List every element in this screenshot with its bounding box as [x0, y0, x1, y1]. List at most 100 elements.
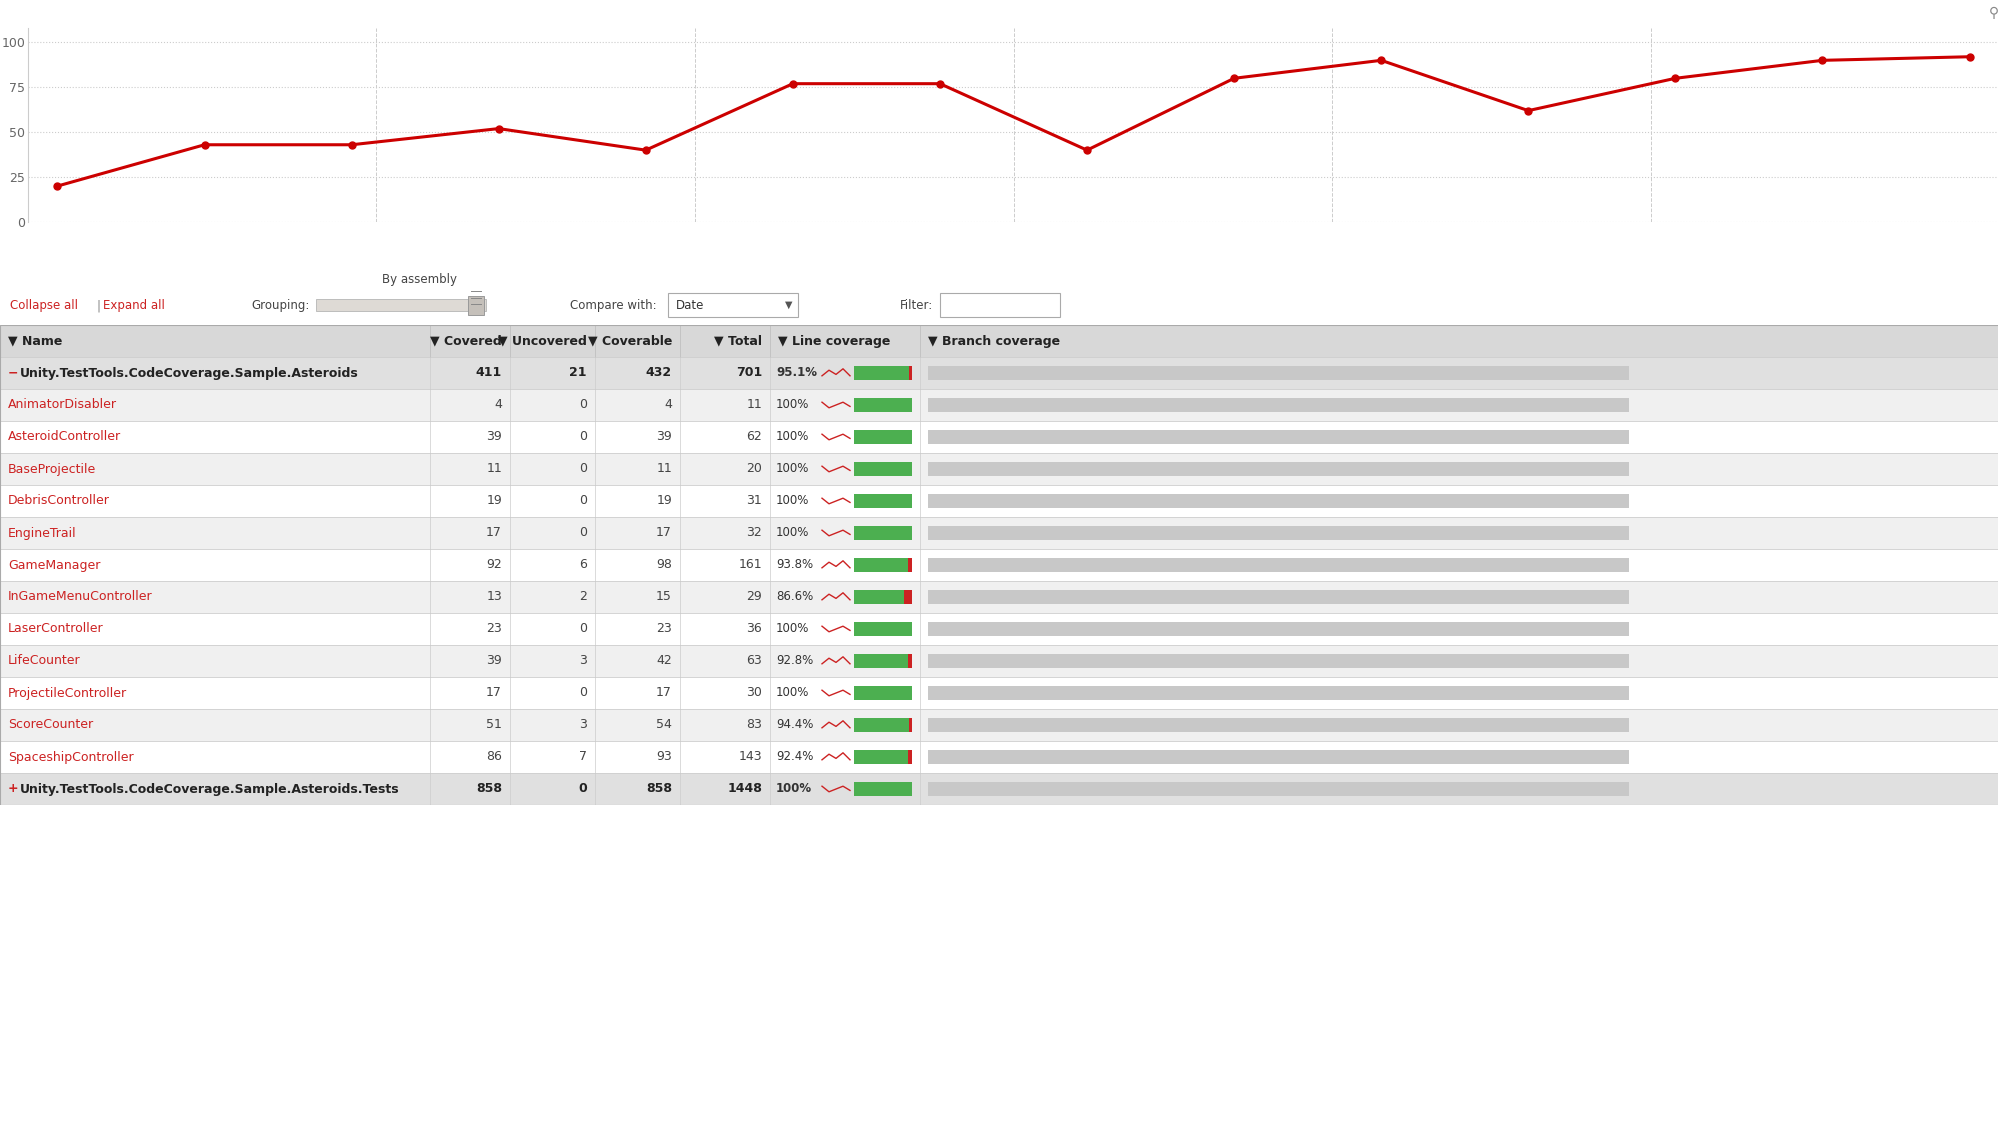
- Text: 39: 39: [655, 431, 671, 443]
- Bar: [853, 718, 909, 732]
- Bar: [927, 366, 1628, 380]
- Text: +: +: [8, 783, 18, 795]
- Text: 92.4%: 92.4%: [775, 750, 813, 764]
- Bar: [853, 526, 911, 540]
- Text: 39: 39: [486, 655, 501, 667]
- Text: 54: 54: [655, 719, 671, 731]
- Text: 20: 20: [745, 462, 761, 476]
- Text: 23: 23: [486, 622, 501, 636]
- Text: ⚲: ⚲: [1988, 7, 1998, 20]
- Bar: [909, 366, 911, 380]
- Text: 100%: 100%: [775, 495, 809, 507]
- Text: 0: 0: [579, 398, 587, 412]
- Bar: [927, 686, 1628, 700]
- Text: InGameMenuController: InGameMenuController: [8, 591, 152, 603]
- Text: Coverage History: Coverage History: [16, 4, 220, 24]
- Text: 100%: 100%: [775, 622, 809, 636]
- Text: Collapse all: Collapse all: [10, 299, 78, 313]
- Bar: [907, 654, 911, 668]
- Text: Filter:: Filter:: [899, 299, 933, 313]
- Bar: [0, 421, 1998, 453]
- Text: 19: 19: [655, 495, 671, 507]
- Text: 86.6%: 86.6%: [775, 591, 813, 603]
- Text: 100%: 100%: [775, 398, 809, 412]
- Bar: [853, 782, 911, 796]
- Text: ProjectileController: ProjectileController: [8, 686, 128, 700]
- Text: 62: 62: [745, 431, 761, 443]
- Text: 4: 4: [663, 398, 671, 412]
- Bar: [853, 494, 911, 508]
- Text: ▼ Coverable: ▼ Coverable: [587, 334, 671, 348]
- Text: Expand all: Expand all: [104, 299, 164, 313]
- Bar: [927, 782, 1628, 796]
- Text: 6: 6: [579, 558, 587, 572]
- Bar: [853, 590, 911, 604]
- Text: 21: 21: [569, 367, 587, 379]
- Text: 0: 0: [577, 783, 587, 795]
- Text: 94.4%: 94.4%: [775, 719, 813, 731]
- Text: 42: 42: [655, 655, 671, 667]
- Text: SpaceshipController: SpaceshipController: [8, 750, 134, 764]
- Text: 100%: 100%: [775, 686, 809, 700]
- Text: 93: 93: [655, 750, 671, 764]
- Text: 93.8%: 93.8%: [775, 558, 813, 572]
- Bar: [853, 782, 911, 796]
- FancyBboxPatch shape: [316, 299, 486, 312]
- FancyBboxPatch shape: [468, 296, 484, 315]
- Text: 0: 0: [579, 686, 587, 700]
- Text: 17: 17: [486, 526, 501, 540]
- Text: 11: 11: [745, 398, 761, 412]
- Bar: [927, 558, 1628, 572]
- Bar: [853, 430, 911, 444]
- Text: 51: 51: [486, 719, 501, 731]
- Text: ▼ Line coverage: ▼ Line coverage: [777, 334, 889, 348]
- Bar: [903, 590, 911, 604]
- Text: EngineTrail: EngineTrail: [8, 526, 76, 540]
- Bar: [927, 430, 1628, 444]
- Text: 2: 2: [579, 591, 587, 603]
- Bar: [0, 325, 1998, 357]
- Text: Unity.TestTools.CodeCoverage.Sample.Asteroids: Unity.TestTools.CodeCoverage.Sample.Aste…: [20, 367, 358, 379]
- Text: 83: 83: [745, 719, 761, 731]
- Bar: [927, 622, 1628, 636]
- Bar: [853, 462, 911, 476]
- Text: 100%: 100%: [775, 462, 809, 476]
- Text: 161: 161: [737, 558, 761, 572]
- Text: 86: 86: [486, 750, 501, 764]
- Bar: [853, 430, 911, 444]
- Text: 0: 0: [579, 495, 587, 507]
- Bar: [0, 645, 1998, 677]
- Text: 7: 7: [579, 750, 587, 764]
- Text: 0: 0: [579, 622, 587, 636]
- Text: ScoreCounter: ScoreCounter: [8, 719, 94, 731]
- Text: 3: 3: [579, 655, 587, 667]
- Bar: [927, 398, 1628, 412]
- FancyBboxPatch shape: [667, 294, 797, 317]
- Text: 11: 11: [655, 462, 671, 476]
- Text: 1448: 1448: [727, 783, 761, 795]
- Bar: [927, 590, 1628, 604]
- Text: −: −: [8, 367, 18, 379]
- Text: 143: 143: [737, 750, 761, 764]
- Text: 39: 39: [486, 431, 501, 443]
- Text: 95.1%: 95.1%: [775, 367, 817, 379]
- Text: |: |: [98, 299, 102, 313]
- Bar: [853, 366, 911, 380]
- Text: 100%: 100%: [775, 526, 809, 540]
- Text: 3: 3: [579, 719, 587, 731]
- Text: 30: 30: [745, 686, 761, 700]
- Text: 4: 4: [494, 398, 501, 412]
- Bar: [0, 453, 1998, 485]
- Text: 31: 31: [745, 495, 761, 507]
- Text: 13: 13: [486, 591, 501, 603]
- Text: BaseProjectile: BaseProjectile: [8, 462, 96, 476]
- Bar: [853, 558, 907, 572]
- Text: 411: 411: [476, 367, 501, 379]
- Text: By assembly: By assembly: [382, 273, 458, 287]
- Text: 15: 15: [655, 591, 671, 603]
- Text: 92: 92: [486, 558, 501, 572]
- Bar: [853, 750, 911, 764]
- Bar: [0, 677, 1998, 709]
- Bar: [853, 686, 911, 700]
- Text: Date: Date: [675, 299, 703, 312]
